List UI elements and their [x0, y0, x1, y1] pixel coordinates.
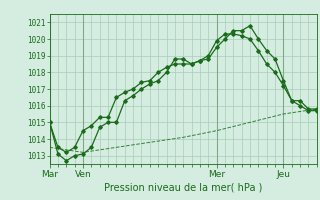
X-axis label: Pression niveau de la mer( hPa ): Pression niveau de la mer( hPa )	[104, 183, 262, 193]
